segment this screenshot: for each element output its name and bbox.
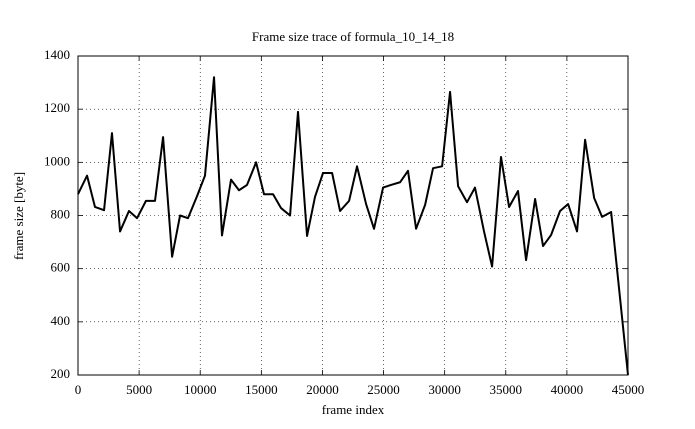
x-tick-label: 45000 <box>612 382 645 397</box>
x-axis-label: frame index <box>322 402 385 417</box>
x-tick-label: 25000 <box>367 382 400 397</box>
x-tick-label: 0 <box>75 382 82 397</box>
y-tick-label: 600 <box>51 260 71 275</box>
x-tick-label: 30000 <box>428 382 461 397</box>
x-tick-label: 10000 <box>184 382 217 397</box>
y-tick-label: 200 <box>51 366 71 381</box>
x-tick-label: 35000 <box>490 382 523 397</box>
x-tick-label: 5000 <box>126 382 152 397</box>
y-tick-label: 1200 <box>44 100 70 115</box>
y-axis-label: frame size [byte] <box>11 172 26 260</box>
y-tick-label: 1000 <box>44 153 70 168</box>
plot-frame <box>77 55 629 376</box>
data-line <box>77 76 629 376</box>
x-tick-label: 20000 <box>306 382 339 397</box>
y-tick-label: 800 <box>51 206 71 221</box>
x-tick-label: 40000 <box>551 382 584 397</box>
y-tick-label: 400 <box>51 313 71 328</box>
x-tick-label: 15000 <box>245 382 278 397</box>
chart-title: Frame size trace of formula_10_14_18 <box>252 29 454 44</box>
y-tick-label: 1400 <box>44 47 70 62</box>
